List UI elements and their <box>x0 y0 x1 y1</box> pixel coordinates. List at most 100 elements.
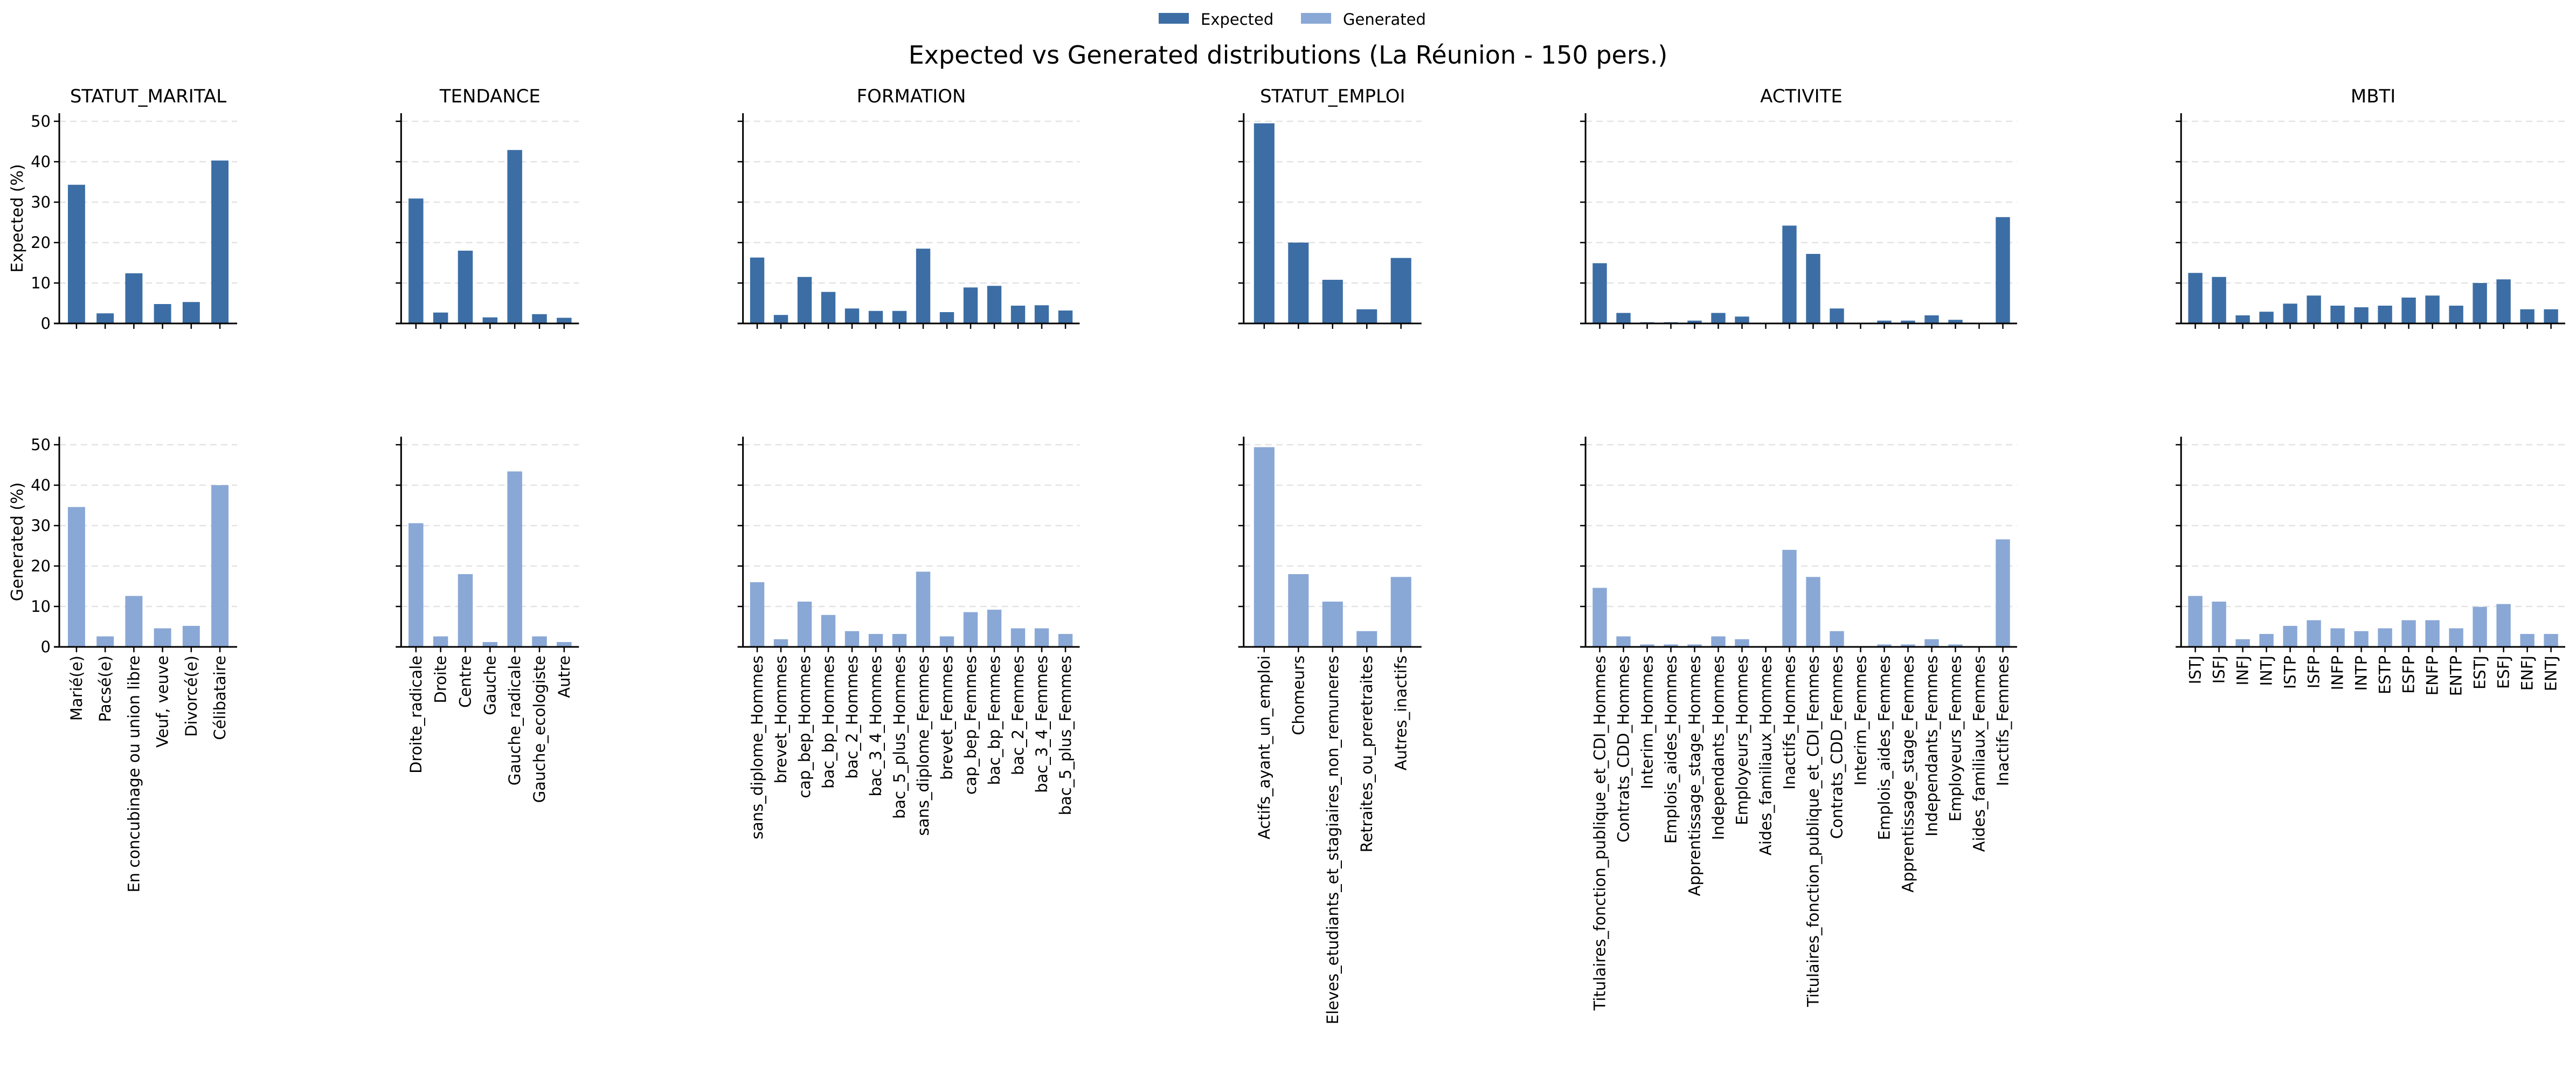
bar-generated <box>1711 636 1726 647</box>
x-tick-label: bac_5_plus_Femmes <box>1056 656 1075 815</box>
bar-expected <box>67 184 85 323</box>
legend: Expected Generated <box>1159 10 1426 29</box>
x-tick-label: Emplois_aides_Hommes <box>1661 656 1680 844</box>
x-tick-label: bac_2_Hommes <box>843 656 861 779</box>
bar-expected <box>408 198 424 323</box>
bar-generated <box>1996 539 2010 647</box>
panel-formation: FORMATION sans_diplome_Hommes brevet_Homme… <box>737 86 1080 839</box>
x-tick-label: Employeurs_Hommes <box>1733 656 1751 825</box>
bar-expected <box>1877 320 1892 323</box>
y-tick-label: 30 <box>31 193 51 211</box>
y-tick-label: 20 <box>31 557 51 575</box>
bar-generated <box>482 642 498 647</box>
x-tick-label: Gauche <box>481 656 499 715</box>
x-tick-label: cap_bep_Femmes <box>961 656 980 795</box>
bar-generated <box>2212 602 2226 647</box>
x-tick-label: Contrats_CDD_Hommes <box>1614 656 1632 843</box>
bar-expected <box>1034 305 1049 323</box>
bar-expected <box>2378 306 2392 323</box>
bar-expected <box>1322 280 1343 323</box>
bar-generated <box>1616 636 1631 647</box>
bar-expected <box>750 257 765 323</box>
x-tick-label: ESTP <box>2376 656 2394 694</box>
bar-expected <box>211 160 229 323</box>
x-tick-label: INFJ <box>2234 656 2252 685</box>
bar-generated <box>2188 596 2203 647</box>
bar-generated <box>557 642 572 647</box>
row-label-expected: Expected (%) <box>8 164 27 272</box>
bar-generated <box>182 626 200 647</box>
bar-expected <box>557 318 572 323</box>
bar-expected <box>2212 277 2226 323</box>
x-tick-label: Célibataire <box>211 656 229 740</box>
x-tick-label: bac_5_plus_Hommes <box>890 656 909 819</box>
bar-generated <box>154 628 171 647</box>
panel-activite: ACTIVITE Titulaires_fonction_publique_et_… <box>1580 86 2017 1011</box>
x-tick-label: Veuf, veuve <box>154 656 172 748</box>
bar-expected <box>2520 309 2535 323</box>
bar-expected <box>892 311 907 323</box>
bar-expected <box>1782 225 1797 323</box>
x-tick-label: Droite <box>432 656 450 703</box>
x-tick-label: bac_3_4_Hommes <box>867 656 885 797</box>
figure-title: Expected vs Generated distributions (La … <box>909 40 1668 70</box>
bar-generated <box>916 571 931 647</box>
bar-generated <box>1782 550 1797 647</box>
bar-generated <box>892 634 907 647</box>
x-tick-label: Employeurs_Femmes <box>1946 656 1964 822</box>
bar-expected <box>773 315 788 323</box>
bar-generated <box>1058 634 1073 647</box>
x-tick-label: Contrats_CDD_Femmes <box>1827 656 1846 839</box>
bar-expected <box>482 317 498 323</box>
bar-generated <box>987 610 1002 647</box>
panel-title: MBTI <box>2351 86 2395 107</box>
x-tick-label: ISTP <box>2281 656 2300 689</box>
bar-expected <box>458 251 473 323</box>
legend-swatch-generated <box>1301 13 1331 24</box>
x-tick-label: ENFP <box>2423 656 2442 695</box>
x-tick-label: Autres_inactifs <box>1392 656 1410 770</box>
bar-expected <box>1288 243 1309 323</box>
bar-generated <box>2425 620 2440 647</box>
bar-generated <box>2449 628 2463 647</box>
bar-generated <box>1010 628 1026 647</box>
y-tick-label: 50 <box>31 112 51 130</box>
x-tick-label: sans_diplome_Hommes <box>748 656 766 839</box>
generated-subplot: Titulaires_fonction_publique_et_CDI_Homm… <box>1580 437 2017 1011</box>
bar-generated <box>2496 604 2511 647</box>
bar-generated <box>2520 634 2535 647</box>
x-tick-label: ESTJ <box>2471 656 2489 689</box>
x-tick-label: Independants_Femmes <box>1922 656 1941 837</box>
bar-generated <box>125 596 143 647</box>
bar-expected <box>1996 217 2010 323</box>
bar-generated <box>2401 620 2416 647</box>
bar-expected <box>868 311 883 323</box>
y-tick-label: 30 <box>31 516 51 535</box>
x-tick-label: Aides_familiaux_Hommes <box>1756 656 1775 856</box>
bar-expected <box>987 286 1002 323</box>
x-tick-label: Inactifs_Femmes <box>1993 656 2012 786</box>
bar-generated <box>844 631 860 647</box>
bar-generated <box>1254 447 1275 647</box>
x-tick-label: INTP <box>2352 656 2371 691</box>
bar-expected <box>939 312 954 323</box>
legend-label-expected: Expected <box>1201 10 1273 29</box>
bar-generated <box>1322 602 1343 647</box>
bar-expected <box>507 150 522 323</box>
bar-expected <box>2544 309 2558 323</box>
panel-title: STATUT_EMPLOI <box>1260 86 1405 107</box>
panel-tendance: TENDANCE Droite_radicale Droite Centre Gauch… <box>396 86 579 803</box>
bar-generated <box>2307 620 2321 647</box>
expected-subplot <box>1580 113 2017 329</box>
bar-generated <box>2544 634 2558 647</box>
bar-generated <box>433 636 448 647</box>
bar-expected <box>1616 313 1631 323</box>
panel-title: FORMATION <box>857 86 966 107</box>
x-tick-label: Independants_Hommes <box>1709 656 1727 840</box>
x-tick-label: Droite_radicale <box>407 656 425 774</box>
y-tick-label: 20 <box>31 233 51 252</box>
bar-expected <box>2235 315 2250 323</box>
y-tick-label: 40 <box>31 476 51 494</box>
panel-title: TENDANCE <box>439 86 541 107</box>
x-tick-label: Interim_Femmes <box>1851 656 1869 785</box>
